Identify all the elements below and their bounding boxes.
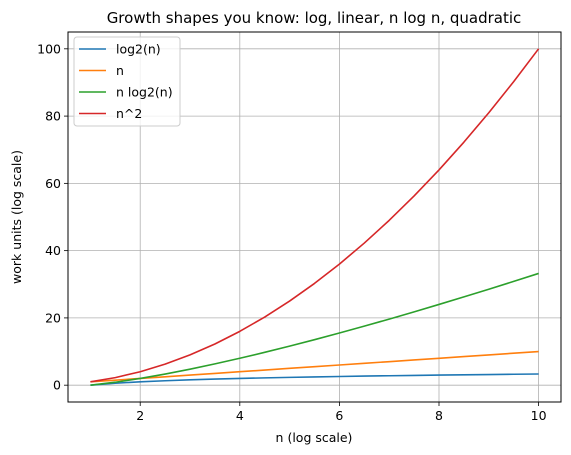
y-tick-label: 0 — [53, 378, 61, 393]
legend-box — [73, 36, 181, 127]
x-tick-label: 6 — [335, 408, 343, 423]
x-axis-label: n (log scale) — [276, 430, 353, 445]
y-tick-label: 20 — [45, 310, 61, 325]
x-tick-label: 2 — [136, 408, 144, 423]
legend-label: log2(n) — [116, 42, 161, 57]
x-tick-label: 10 — [531, 408, 547, 423]
y-axis-label: work units (log scale) — [9, 150, 24, 284]
series-lines — [90, 48, 540, 386]
y-tick-label: 100 — [37, 41, 61, 56]
legend: log2(n) n n log2(n) n^2 — [73, 36, 181, 127]
chart-title: Growth shapes you know: log, linear, n l… — [107, 9, 522, 27]
x-tick-label: 8 — [435, 408, 443, 423]
y-tick-label: 80 — [45, 109, 61, 124]
legend-label: n^2 — [116, 106, 142, 121]
legend-label: n log2(n) — [116, 85, 173, 100]
legend-label: n — [116, 63, 124, 78]
x-axis-ticks: 2 4 6 8 10 — [136, 402, 547, 423]
series-line — [90, 350, 539, 383]
series-line — [90, 48, 540, 383]
y-tick-label: 60 — [45, 176, 61, 191]
y-tick-label: 40 — [45, 243, 61, 258]
series-line — [90, 373, 539, 386]
y-axis-ticks: 0 20 40 60 80 100 — [37, 41, 68, 393]
plot-frame — [67, 31, 562, 403]
x-tick-label: 4 — [236, 408, 244, 423]
series-line — [90, 272, 539, 386]
